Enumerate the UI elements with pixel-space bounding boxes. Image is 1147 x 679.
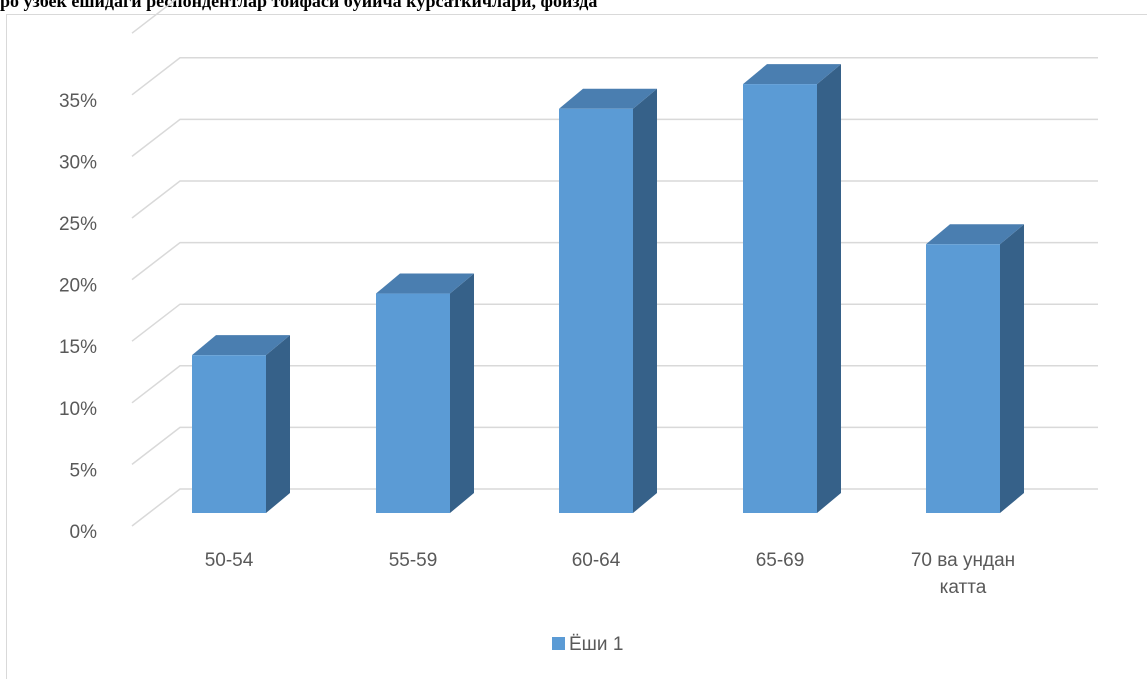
bar-side	[633, 88, 657, 513]
y-tick-label: 5%	[70, 460, 98, 481]
bar-top	[926, 224, 1024, 245]
bar	[559, 108, 633, 513]
y-tick-label: 15%	[59, 337, 97, 358]
bar	[376, 293, 450, 513]
top-text-strip: ро ўзбек ёшидаги респондентлар тоифаси б…	[0, 0, 1147, 14]
y-tick-label: 25%	[59, 214, 97, 235]
bar	[926, 244, 1000, 513]
legend-swatch	[552, 637, 565, 650]
x-tick-label: 70 ва ундан катта	[911, 550, 1015, 598]
bar-side	[450, 273, 474, 513]
x-tick-label: 55-59	[389, 550, 438, 571]
bar-side	[266, 335, 290, 513]
y-tick-label: 20%	[59, 276, 97, 297]
y-tick-label: 10%	[59, 399, 97, 420]
y-tick-label: 35%	[59, 91, 97, 112]
bar-top	[376, 273, 474, 294]
y-tick-label: 30%	[59, 152, 97, 173]
y-tick-label: 0%	[70, 522, 98, 543]
x-tick-label: 65-69	[756, 550, 805, 571]
header-fragment: ро ўзбек ёшидаги респондентлар тоифаси б…	[0, 0, 598, 11]
bar	[192, 355, 266, 513]
legend-label: Ёши 1	[569, 634, 623, 655]
bar-top	[559, 88, 657, 109]
bar-side	[817, 64, 841, 514]
x-tick-label: 60-64	[572, 550, 621, 571]
bar-top	[192, 335, 290, 356]
gridline	[131, 57, 1098, 96]
bar-top	[743, 64, 841, 85]
gridline	[131, 0, 177, 34]
bar-side	[1000, 224, 1024, 513]
bar	[743, 84, 817, 514]
chart-frame	[6, 14, 1147, 679]
x-tick-label: 50-54	[205, 550, 254, 571]
